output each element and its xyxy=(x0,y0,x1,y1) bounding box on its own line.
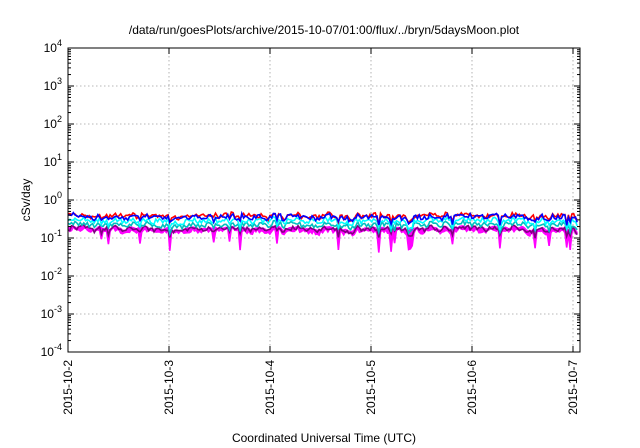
y-tick-label-base: 10 xyxy=(41,307,55,321)
x-axis-label: Coordinated Universal Time (UTC) xyxy=(232,431,416,445)
y-tick-label-base: 10 xyxy=(44,193,58,207)
y-tick-label: 100 xyxy=(44,190,62,207)
series-line xyxy=(67,224,578,240)
y-tick-label: 101 xyxy=(44,152,62,169)
x-axis: 2015-10-2 2015-10-3 2015-10-4 2015-10-5 2015… xyxy=(61,48,580,415)
series-line xyxy=(67,218,578,237)
x-tick-label: 2015-10-6 xyxy=(465,360,479,415)
x-tick-label: 2015-10-2 xyxy=(61,360,75,415)
y-tick-label-base: 10 xyxy=(41,231,55,245)
grid xyxy=(68,48,580,352)
y-tick-label: 103 xyxy=(44,76,62,93)
y-tick-label: 102 xyxy=(44,114,62,131)
series-line xyxy=(67,210,578,227)
series-line xyxy=(67,210,578,227)
y-tick-label-base: 10 xyxy=(44,41,58,55)
x-tick-label: 2015-10-3 xyxy=(162,360,176,415)
y-tick-label-exponent: -3 xyxy=(54,304,62,314)
y-tick-label-base: 10 xyxy=(44,155,58,169)
y-tick-label: 10-4 xyxy=(41,342,62,359)
y-tick-label: 10-3 xyxy=(41,304,62,321)
y-tick-label-exponent: -1 xyxy=(54,228,62,238)
y-tick-label-base: 10 xyxy=(44,117,58,131)
y-tick-label: 10-1 xyxy=(41,228,62,245)
x-tick-label: 2015-10-4 xyxy=(263,360,277,415)
y-tick-label-exponent: 4 xyxy=(57,38,62,48)
y-tick-label-base: 10 xyxy=(41,345,55,359)
y-tick-label: 104 xyxy=(44,38,62,55)
y-tick-label: 10-2 xyxy=(41,266,62,283)
y-tick-label-exponent: -4 xyxy=(54,342,62,352)
series-group xyxy=(67,210,578,253)
y-tick-label-exponent: 1 xyxy=(57,152,62,162)
series-line xyxy=(67,215,578,232)
y-tick-label-exponent: 2 xyxy=(57,114,62,124)
x-tick-label: 2015-10-7 xyxy=(566,360,580,415)
y-tick-label-exponent: 3 xyxy=(57,76,62,86)
y-tick-label-base: 10 xyxy=(41,269,55,283)
y-tick-label-base: 10 xyxy=(44,79,58,93)
chart-title: /data/run/goesPlots/archive/2015-10-07/0… xyxy=(129,23,520,37)
y-tick-label-exponent: -2 xyxy=(54,266,62,276)
y-axis-label: cSv/day xyxy=(19,179,33,222)
x-tick-label: 2015-10-5 xyxy=(364,360,378,415)
y-tick-label-exponent: 0 xyxy=(57,190,62,200)
